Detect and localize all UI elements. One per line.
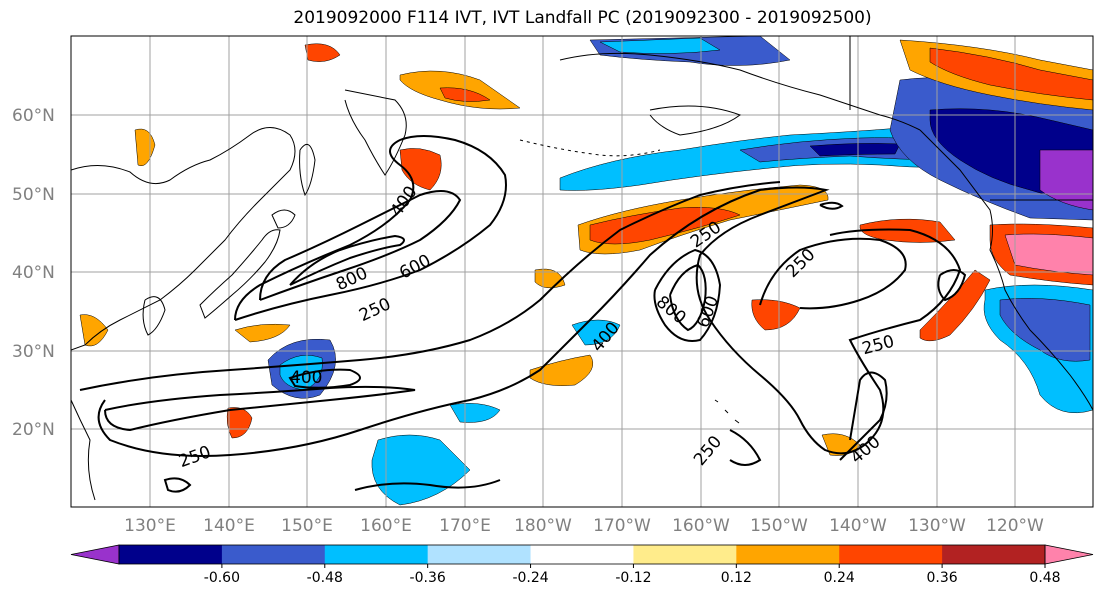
- colorbar-segment: [530, 545, 634, 564]
- lat-label-30n: 30°N: [12, 342, 55, 362]
- colorbar-tick-label: -0.36: [410, 570, 446, 586]
- colorbar-segment: [119, 545, 223, 564]
- lon-label: 150°E: [281, 516, 333, 536]
- neg-band-core: [809, 143, 901, 157]
- lon-label: 160°E: [360, 516, 412, 536]
- neg-top-ne-light: [599, 37, 721, 54]
- lat-label-50n: 50°N: [12, 185, 55, 205]
- colorbar-tick-label: -0.12: [615, 570, 651, 586]
- lon-label: 140°E: [203, 516, 255, 536]
- colorbar-tick-label: -0.60: [204, 570, 240, 586]
- colorbar-tick-label: -0.48: [307, 570, 343, 586]
- pos-california-core: [1004, 233, 1093, 276]
- colorbar-segment: [839, 545, 943, 564]
- colorbar: [70, 544, 1094, 565]
- colorbar-extend-low: [70, 544, 120, 565]
- colorbar-border: [118, 544, 1046, 565]
- colorbar-segment: [633, 545, 737, 564]
- lon-label: 120°W: [986, 516, 1044, 536]
- map-title: 2019092000 F114 IVT, IVT Landfall PC (20…: [293, 8, 872, 28]
- latitude-labels: 60°N 50°N 40°N 30°N 20°N: [12, 106, 55, 440]
- colorbar-segment: [942, 545, 1046, 564]
- colorbar-tick-label: 0.48: [1029, 570, 1060, 586]
- lon-label: 130°W: [908, 516, 966, 536]
- contour-label: 400: [290, 368, 322, 388]
- colorbar-segment: [427, 545, 532, 564]
- pos-small-4: [234, 323, 291, 343]
- lon-label: 130°E: [124, 516, 176, 536]
- colorbar-segment: [736, 545, 840, 564]
- pos-kamchatka: [399, 148, 442, 191]
- shading-layer: [79, 36, 1093, 506]
- neg-south-small: [449, 403, 501, 423]
- neg-southwest-mid: [999, 298, 1091, 362]
- colorbar-extend-high: [1044, 544, 1094, 565]
- lon-label: 160°W: [672, 516, 730, 536]
- lon-label: 140°W: [829, 516, 887, 536]
- colorbar-labels: -0.60 -0.48 -0.36 -0.24 -0.12 0.12 0.24 0.36 0.4…: [204, 564, 1061, 586]
- lon-label: 170°E: [439, 516, 491, 536]
- colorbar-tick-label: 0.24: [824, 570, 855, 586]
- coastlines: [71, 36, 1093, 501]
- colorbar-segment: [324, 545, 429, 564]
- lat-label-20n: 20°N: [12, 420, 55, 440]
- pos-small-2: [751, 299, 801, 331]
- pos-small-7: [304, 43, 341, 62]
- pos-top-ne-core: [929, 47, 1093, 101]
- map-border: [70, 35, 1094, 508]
- colorbar-tick-label: 0.12: [721, 570, 752, 586]
- pos-small-5: [79, 314, 109, 347]
- lon-label: 180°W: [514, 516, 572, 536]
- colorbar-tick-label: 0.36: [927, 570, 958, 586]
- colorbar-segment: [221, 545, 326, 564]
- lon-label: 150°W: [750, 516, 808, 536]
- colorbar-tick-label: -0.24: [512, 570, 548, 586]
- lat-label-40n: 40°N: [12, 263, 55, 283]
- map-content: [71, 36, 1093, 507]
- pos-small-3: [529, 354, 594, 386]
- lon-label: 170°W: [593, 516, 651, 536]
- longitude-labels: 130°E 140°E 150°E 160°E 170°E 180°W 170°…: [124, 516, 1044, 536]
- lat-label-60n: 60°N: [12, 106, 55, 126]
- graticule: [71, 36, 1093, 507]
- ivt-contours: [79, 135, 967, 493]
